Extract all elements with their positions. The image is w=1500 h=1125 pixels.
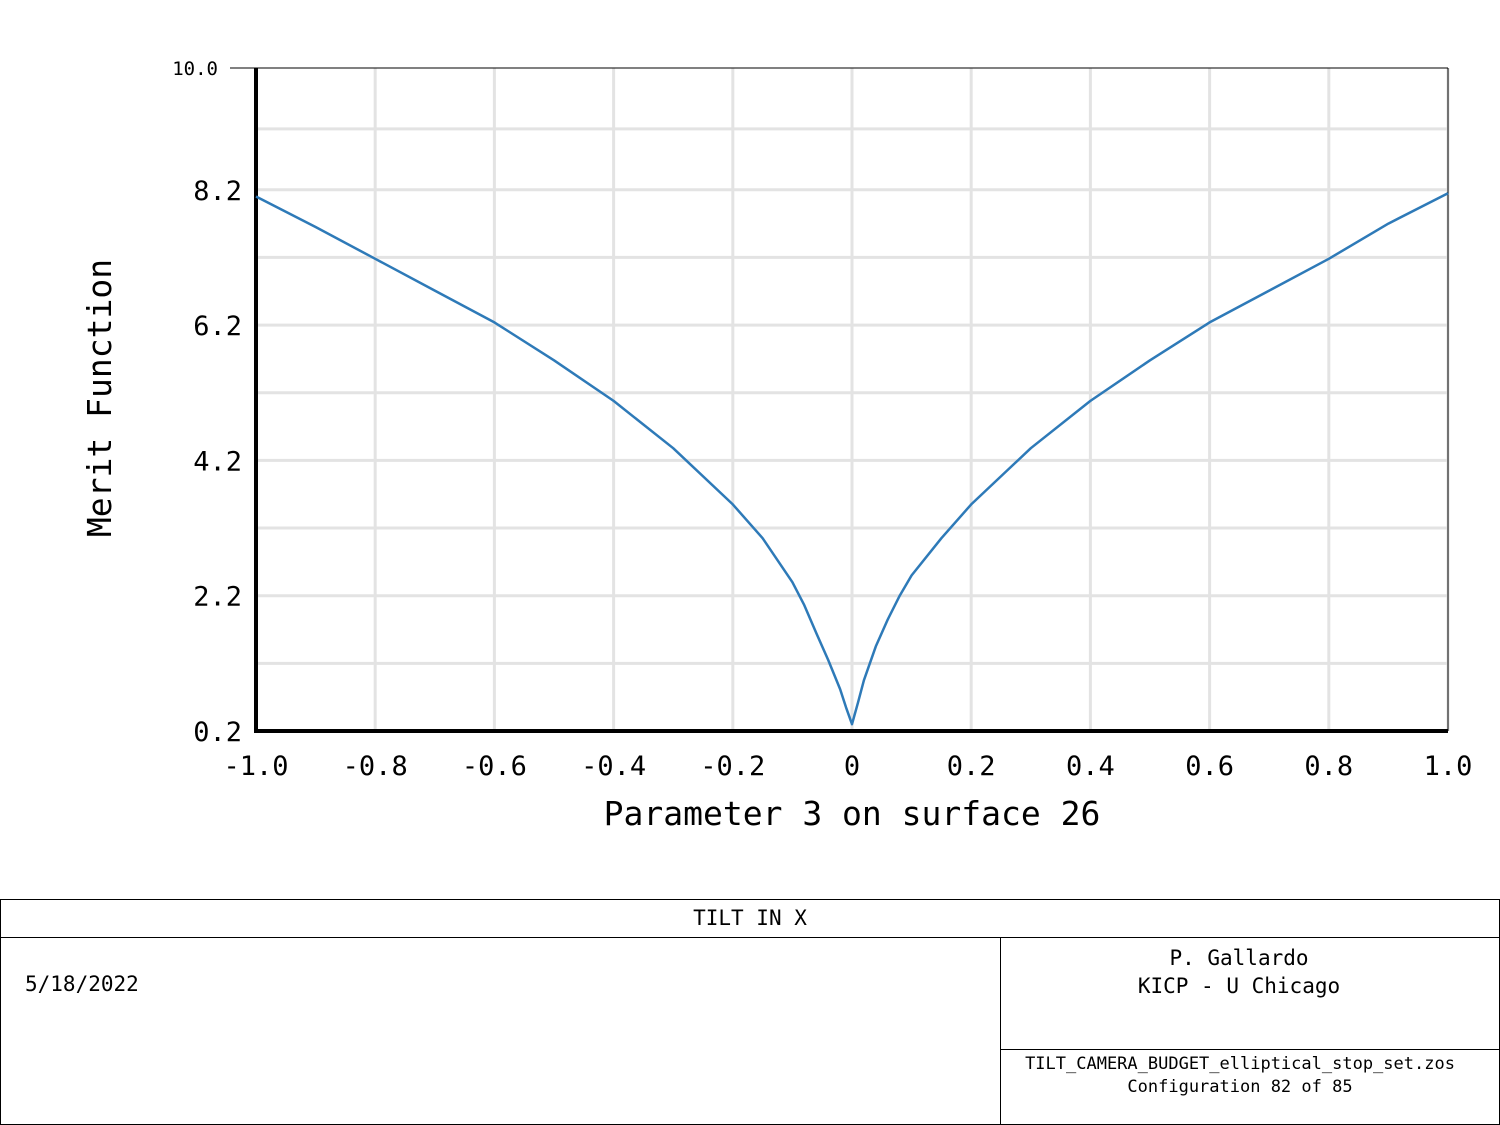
y-tick-label: 2.2 xyxy=(193,582,242,613)
x-tick-label: 0.2 xyxy=(947,751,996,782)
info-footer: TILT IN X 5/18/2022 P. Gallardo KICP - U… xyxy=(0,899,1500,1125)
plot-area xyxy=(255,192,1449,726)
grid xyxy=(256,68,1450,731)
author-name: P. Gallardo xyxy=(1169,946,1309,970)
y-tick-label: 8.2 xyxy=(193,176,242,207)
file-info: TILT_CAMERA_BUDGET_elliptical_stop_set.z… xyxy=(1001,1053,1479,1099)
axes xyxy=(230,67,1449,733)
x-tick-label: 1.0 xyxy=(1424,751,1473,782)
x-tick-label: -0.6 xyxy=(462,751,527,782)
file-info-box: TILT_CAMERA_BUDGET_elliptical_stop_set.z… xyxy=(1001,1049,1500,1125)
x-tick-label: -1.0 xyxy=(223,751,288,782)
tick-labels: -1.0 -0.8 -0.6 -0.4 -0.2 0 0.2 0.4 0.6 0.8 1.0 0.2 2… xyxy=(172,58,1472,782)
x-tick-label: -0.4 xyxy=(581,751,646,782)
chart: -1.0 -0.8 -0.6 -0.4 -0.2 0 0.2 0.4 0.6 0.8 1.0 0.2 2… xyxy=(80,58,1472,833)
x-tick-label: 0 xyxy=(844,751,860,782)
x-axis-title: Parameter 3 on surface 26 xyxy=(604,794,1101,833)
series-line xyxy=(255,192,1449,726)
author-affiliation: KICP - U Chicago xyxy=(1137,974,1341,998)
y-tick-label: 6.2 xyxy=(193,311,242,342)
y-tick-label: 4.2 xyxy=(193,446,242,477)
file-name: TILT_CAMERA_BUDGET_elliptical_stop_set.z… xyxy=(1025,1054,1455,1074)
configuration-label: Configuration 82 of 85 xyxy=(1127,1077,1353,1097)
x-tick-label: -0.8 xyxy=(343,751,408,782)
x-tick-label: 0.4 xyxy=(1066,751,1115,782)
footer-right-panel: P. Gallardo KICP - U Chicago TILT_CAMERA… xyxy=(1000,938,1500,1124)
author-block: P. Gallardo KICP - U Chicago xyxy=(1001,944,1477,1000)
y-axis-title: Merit Function xyxy=(80,259,119,537)
y-tick-label: 0.2 xyxy=(193,717,242,748)
x-tick-label: 0.6 xyxy=(1185,751,1234,782)
x-tick-label: 0.8 xyxy=(1304,751,1353,782)
y-tick-label: 10.0 xyxy=(172,58,218,80)
plot-title: TILT IN X xyxy=(1,900,1499,938)
x-tick-label: -0.2 xyxy=(700,751,765,782)
date-label: 5/18/2022 xyxy=(25,972,139,996)
